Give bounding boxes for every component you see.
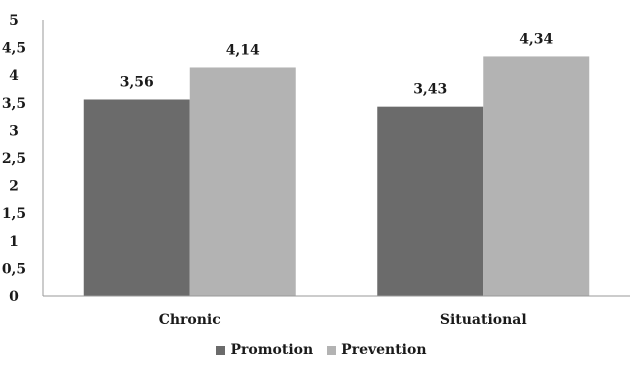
y-axis: 0 0,5 1 1,5 2 2,5 3 3,5 4 4,5 5 xyxy=(2,13,26,305)
y-tick-label: 4,5 xyxy=(2,41,26,57)
data-label-prevention-chronic: 4,14 xyxy=(226,42,260,58)
bar-prevention-chronic xyxy=(189,67,296,296)
data-label-promotion-chronic: 3,56 xyxy=(120,74,154,90)
legend-swatch-prevention xyxy=(327,345,337,355)
y-tick-label: 1 xyxy=(9,234,19,250)
y-tick-label: 1,5 xyxy=(2,206,26,222)
y-tick-label: 0 xyxy=(9,289,19,305)
y-tick-label: 3,5 xyxy=(2,96,26,112)
legend-label-prevention: Prevention xyxy=(341,342,427,358)
legend-label-promotion: Promotion xyxy=(230,342,314,358)
bars xyxy=(83,56,590,296)
data-label-prevention-situational: 4,34 xyxy=(519,31,553,47)
y-tick-label: 2,5 xyxy=(2,151,26,167)
y-tick-label: 2 xyxy=(9,179,19,195)
y-tick-label: 4 xyxy=(9,68,19,84)
legend: Promotion Prevention xyxy=(0,342,643,358)
bar-promotion-situational xyxy=(377,106,484,296)
category-label-situational: Situational xyxy=(440,312,527,328)
data-label-promotion-situational: 3,43 xyxy=(413,82,447,98)
data-labels: 3,56 4,14 3,43 4,34 xyxy=(120,31,554,97)
bar-promotion-chronic xyxy=(83,99,190,296)
y-tick-label: 0,5 xyxy=(2,261,26,277)
bar-prevention-situational xyxy=(483,56,590,296)
x-axis: Chronic Situational xyxy=(159,312,527,328)
legend-swatch-promotion xyxy=(216,345,226,355)
legend-item-promotion: Promotion xyxy=(216,342,313,358)
y-tick-label: 5 xyxy=(9,13,19,29)
category-label-chronic: Chronic xyxy=(159,312,221,328)
y-tick-label: 3 xyxy=(9,123,19,139)
legend-item-prevention: Prevention xyxy=(327,342,427,358)
